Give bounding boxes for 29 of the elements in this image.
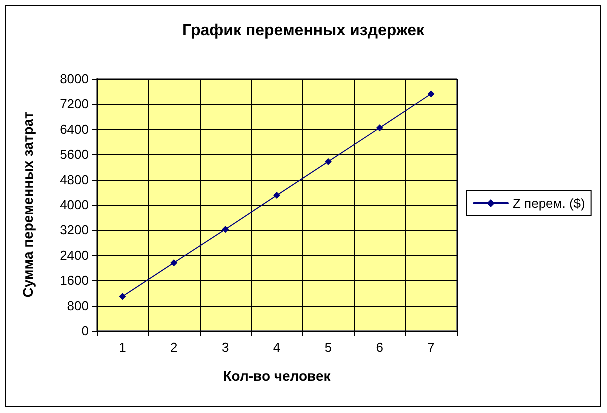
y-tick-label: 1600 [60, 273, 89, 288]
y-axis-title: Сумма переменных затрат [20, 112, 36, 298]
y-tick-label: 3200 [60, 222, 89, 238]
point [324, 158, 332, 166]
point [376, 124, 384, 132]
point [170, 259, 178, 266]
y-tick-label: 0 [82, 324, 89, 338]
x-tick-label: 7 [428, 340, 435, 355]
point [222, 226, 230, 234]
y-tick-label: 8000 [60, 72, 89, 86]
x-tick-label: 2 [170, 340, 178, 355]
point [428, 90, 435, 98]
x-tick-label: 4 [273, 340, 281, 355]
y-tick-label: 4800 [60, 172, 89, 188]
legend-label: Z перем. ($) [513, 196, 586, 211]
point [274, 192, 280, 200]
x-tick-label: 6 [376, 340, 384, 355]
x-tick-label: 5 [324, 340, 332, 355]
x-axis-title: Кол-во человек [223, 368, 332, 384]
y-tick-label: 2400 [60, 248, 89, 263]
x-tick-label: 1 [119, 340, 126, 355]
y-tick-label: 7200 [60, 96, 89, 112]
y-tick-label: 4000 [60, 198, 89, 212]
y-tick-label: 5600 [60, 147, 89, 162]
x-tick-label: 3 [222, 340, 230, 355]
chart-title: График переменных издержек [182, 22, 426, 40]
y-tick-label: 800 [67, 298, 89, 314]
point [119, 293, 126, 300]
y-tick-label: 6400 [60, 122, 89, 137]
